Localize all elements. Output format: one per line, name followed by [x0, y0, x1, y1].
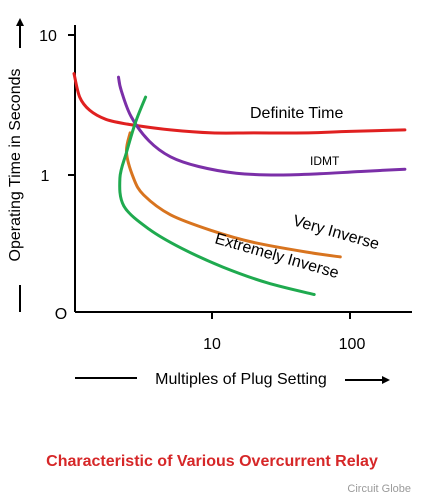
chart-title: Characteristic of Various Overcurrent Re… [46, 453, 378, 470]
x-tick-label-100: 100 [339, 336, 366, 353]
series-line-idmt [117, 75, 407, 177]
x-axis-title: Multiples of Plug Setting [155, 371, 327, 388]
series-label-definite-time: Definite Time [250, 105, 343, 122]
series-label-extremely-inverse: Extremely Inverse [213, 231, 341, 283]
x-tick-label-10: 10 [203, 336, 221, 353]
y-tick-label-1: 1 [41, 168, 50, 185]
y-tick-label-10: 10 [39, 28, 57, 45]
watermark: Circuit Globe [347, 483, 411, 495]
series-line-extremely-inverse [118, 95, 316, 296]
series-label-idmt: IDMT [310, 154, 340, 168]
series-label-very-inverse: Very Inverse [291, 213, 381, 254]
y-axis-title: Operating Time in Seconds [7, 69, 24, 262]
series-layer [72, 72, 407, 296]
series-line-definite-time [72, 72, 407, 135]
series-line-very-inverse [124, 131, 342, 259]
origin-label: O [55, 306, 67, 323]
